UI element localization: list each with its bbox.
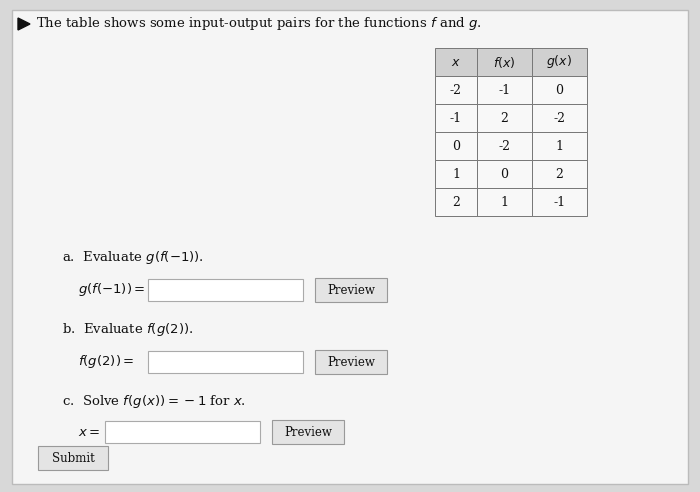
Text: $f(g(2)) =$: $f(g(2)) =$ [78,353,134,370]
Bar [532,132,587,160]
Text: -1: -1 [498,84,510,96]
Text: 2: 2 [500,112,508,124]
Bar [477,188,532,216]
Text: 1: 1 [556,140,564,153]
Text: -1: -1 [554,195,566,209]
Bar [477,160,532,188]
Text: -2: -2 [498,140,510,153]
Bar [477,132,532,160]
Text: 2: 2 [452,195,460,209]
Text: Preview: Preview [327,356,375,369]
Text: 0: 0 [452,140,460,153]
Text: $x$: $x$ [451,56,461,68]
Text: Preview: Preview [284,426,332,438]
Text: 1: 1 [500,195,508,209]
Text: $g(x)$: $g(x)$ [547,54,573,70]
Text: Preview: Preview [327,283,375,297]
Text: 0: 0 [556,84,564,96]
Bar [435,76,477,104]
Bar [315,278,387,302]
Text: b.  Evaluate $f(g(2))$.: b. Evaluate $f(g(2))$. [62,321,193,338]
Bar [272,420,344,444]
Text: The table shows some input-output pairs for the functions $f$ and $g$.: The table shows some input-output pairs … [36,16,482,32]
Text: $f(x)$: $f(x)$ [494,55,516,69]
Bar [532,160,587,188]
Bar [532,76,587,104]
Polygon shape [18,18,30,30]
Bar [435,48,477,76]
Text: c.  Solve $f(g(x)) = -1$ for $x$.: c. Solve $f(g(x)) = -1$ for $x$. [62,394,246,410]
Text: -1: -1 [450,112,462,124]
Bar [148,351,303,373]
Bar [38,446,108,470]
Bar [532,188,587,216]
Text: $g(f(-1)) =$: $g(f(-1)) =$ [78,281,146,299]
Bar [435,188,477,216]
Text: 2: 2 [556,167,564,181]
Text: 1: 1 [452,167,460,181]
Bar [148,279,303,301]
Text: Submit: Submit [52,452,94,464]
Bar [105,421,260,443]
Text: -2: -2 [450,84,462,96]
Bar [477,104,532,132]
Text: -2: -2 [554,112,566,124]
Text: 0: 0 [500,167,508,181]
Bar [532,104,587,132]
Text: a.  Evaluate $g(f(-1))$.: a. Evaluate $g(f(-1))$. [62,249,204,267]
Text: $x =$: $x =$ [78,426,100,438]
Bar [435,132,477,160]
Bar [477,76,532,104]
Bar [315,350,387,374]
Bar [532,48,587,76]
Bar [435,104,477,132]
Bar [477,48,532,76]
Bar [435,160,477,188]
